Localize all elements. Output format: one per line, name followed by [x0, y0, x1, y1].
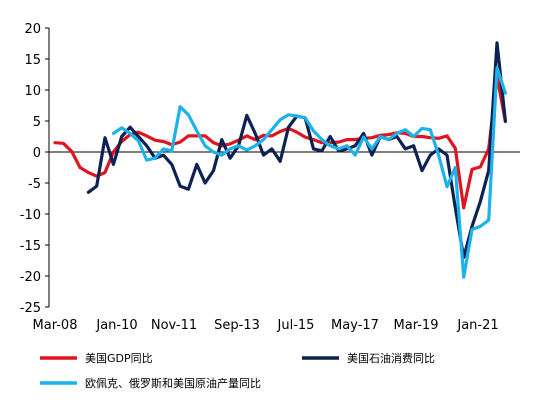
- x-tick-label: Jan-21: [456, 318, 498, 333]
- y-tick-label: 15: [24, 53, 41, 68]
- y-tick-label: -15: [20, 239, 41, 254]
- y-tick-label: -20: [20, 270, 41, 285]
- x-tick-label: Mar-19: [394, 318, 439, 333]
- axes: 20 15 10 5 0 -5 -10 -15 -20 -25 Mar-08 Jan-10 Nov-11…: [20, 22, 520, 333]
- x-tick-label: Mar-08: [33, 318, 78, 333]
- x-tick-label: Sep-13: [214, 318, 260, 333]
- series-line-us-oil-consumption: [86, 41, 507, 259]
- legend-label: 欧佩克、俄罗斯和美国原油产量同比: [85, 376, 261, 390]
- series-line-crude-output: [111, 66, 507, 279]
- y-tick-label: -10: [20, 208, 41, 223]
- y-tick-label: -25: [20, 301, 41, 316]
- y-tick-label: 0: [33, 146, 41, 161]
- legend-label: 美国石油消费同比: [347, 351, 435, 365]
- y-tick-label: 20: [24, 22, 41, 37]
- plot-area: [53, 41, 507, 279]
- series-line-us-gdp: [53, 74, 507, 210]
- x-tick-label: Jan-10: [95, 318, 137, 333]
- x-tick-label: Nov-11: [151, 318, 197, 333]
- legend-item-crude-output: 欧佩克、俄罗斯和美国原油产量同比: [40, 376, 261, 390]
- x-tick-label: May-17: [331, 318, 379, 333]
- legend-label: 美国GDP同比: [85, 352, 153, 365]
- legend-item-us-gdp: 美国GDP同比: [40, 352, 153, 365]
- y-tick-label: -5: [28, 177, 41, 192]
- y-tick-label: 10: [24, 84, 41, 99]
- y-tick-label: 5: [33, 115, 41, 130]
- legend-item-us-oil-consumption: 美国石油消费同比: [302, 351, 435, 365]
- x-tick-label: Jul-15: [277, 318, 315, 333]
